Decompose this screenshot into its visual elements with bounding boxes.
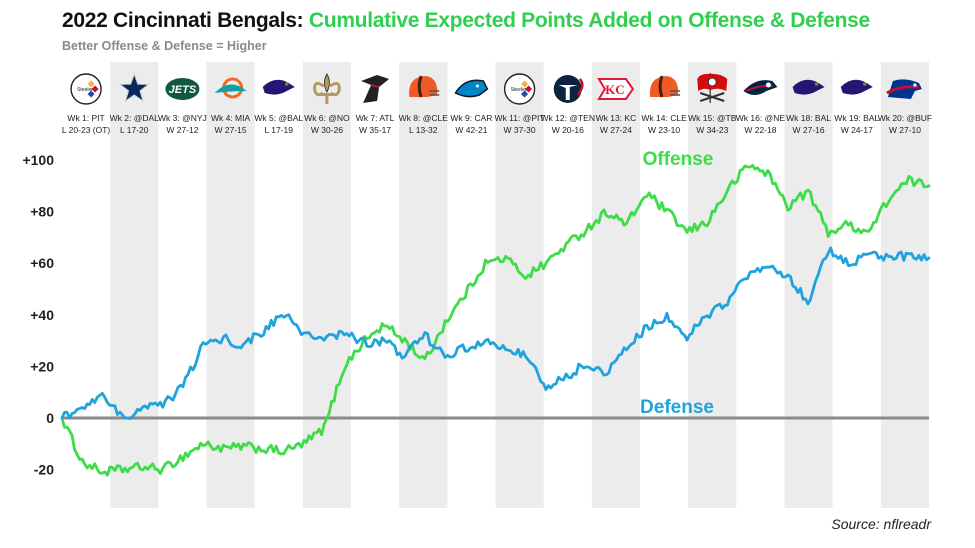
game-week-label: Wk 1: PIT	[67, 113, 104, 123]
browns-logo-icon	[649, 75, 681, 98]
y-tick-label: 0	[46, 410, 54, 426]
game-result-label: W 27-15	[215, 125, 247, 135]
titans-logo-icon	[553, 75, 584, 103]
chart-title: 2022 Cincinnati Bengals: Cumulative Expe…	[62, 9, 870, 33]
browns-logo-icon	[409, 75, 440, 98]
game-result-label: L 17-20	[120, 125, 149, 135]
game-result-label: W 23-10	[648, 125, 680, 135]
week-band	[399, 62, 448, 508]
game-result-label: W 42-21	[455, 125, 487, 135]
game-result-label: W 20-16	[552, 125, 584, 135]
team-logos: Steelers JETS Steelers KC	[70, 72, 922, 105]
game-week-label: Wk 4: MIA	[211, 113, 251, 123]
week-band	[688, 62, 737, 508]
dolphins-logo-icon	[214, 77, 247, 99]
ravens-logo-icon	[792, 79, 825, 95]
chart-subtitle: Better Offense & Defense = Higher	[62, 39, 267, 53]
week-band	[495, 62, 544, 508]
game-result-label: W 27-16	[793, 125, 825, 135]
defense-line	[60, 246, 931, 421]
game-result-label: W 27-10	[889, 125, 921, 135]
y-tick-label: +20	[30, 358, 54, 374]
game-result-label: W 27-24	[600, 125, 632, 135]
ravens-logo-icon	[262, 79, 295, 95]
game-week-label: Wk 18: BAL	[786, 113, 831, 123]
offense-label: Offense	[643, 149, 714, 170]
y-tick-label: -20	[34, 462, 54, 478]
game-week-label: Wk 3: @NYJ	[158, 113, 207, 123]
week-bands	[110, 62, 929, 508]
panthers-logo-icon	[454, 79, 489, 98]
buccaneers-logo-icon	[697, 73, 728, 103]
game-result-label: W 35-17	[359, 125, 391, 135]
offense-line	[60, 164, 931, 477]
title-main: 2022 Cincinnati Bengals:	[62, 9, 309, 32]
game-week-label: Wk 16: @NE	[736, 113, 786, 123]
game-week-label: Wk 11: @PIT	[495, 113, 545, 123]
week-band	[206, 62, 255, 508]
jets-logo-icon: JETS	[165, 78, 200, 100]
cowboys-logo-icon	[118, 72, 150, 103]
svg-text:JETS: JETS	[169, 84, 197, 96]
series-labels: Offense Defense	[640, 149, 714, 418]
title-accent: Cumulative Expected Points Added on Offe…	[308, 9, 870, 32]
game-labels: Wk 1: PIT L 20-23 (OT) Wk 2: @DAL L 17-20 Wk…	[62, 113, 932, 135]
game-week-label: Wk 19: BAL	[834, 113, 879, 123]
patriots-logo-icon	[743, 80, 778, 95]
source-note: Source: nflreadr	[831, 516, 931, 532]
game-result-label: W 27-12	[166, 125, 198, 135]
game-week-label: Wk 7: ATL	[356, 113, 395, 123]
svg-text:Steelers: Steelers	[77, 87, 96, 93]
y-tick-label: +100	[22, 152, 54, 168]
y-axis: -20 0 +20 +40 +60 +80 +100	[22, 152, 54, 478]
game-week-label: Wk 20: @BUF	[878, 113, 932, 123]
chiefs-logo-icon: KC	[597, 78, 635, 100]
ravens-logo-icon	[840, 79, 873, 95]
game-week-label: Wk 8: @CLE	[399, 113, 449, 123]
falcons-logo-icon	[361, 75, 390, 103]
game-week-label: Wk 14: CLE	[641, 113, 687, 123]
game-week-label: Wk 12: @TEN	[541, 113, 595, 123]
saints-logo-icon	[313, 73, 341, 104]
game-result-label: L 13-32	[409, 125, 438, 135]
bills-logo-icon	[886, 79, 922, 99]
game-result-label: W 24-17	[841, 125, 873, 135]
game-result-label: W 34-23	[696, 125, 728, 135]
y-tick-label: +40	[30, 307, 54, 323]
week-band	[302, 62, 351, 508]
game-week-label: Wk 5: @BAL	[254, 113, 303, 123]
svg-text:KC: KC	[605, 82, 625, 97]
game-week-label: Wk 9: CAR	[450, 113, 492, 123]
week-band	[591, 62, 640, 508]
game-week-label: Wk 13: KC	[596, 113, 637, 123]
defense-label: Defense	[640, 397, 714, 418]
game-week-label: Wk 2: @DAL	[110, 113, 160, 123]
game-result-label: W 37-30	[504, 125, 536, 135]
steelers-logo-icon: Steelers	[503, 73, 536, 105]
game-result-label: L 20-23 (OT)	[62, 125, 111, 135]
game-week-label: Wk 15: @TB	[688, 113, 737, 123]
steelers-logo-icon: Steelers	[70, 73, 102, 105]
game-week-label: Wk 6: @NO	[304, 113, 350, 123]
series-lines	[60, 164, 931, 477]
svg-text:Steelers: Steelers	[511, 87, 530, 93]
y-tick-label: +80	[30, 204, 54, 220]
game-result-label: W 22-18	[744, 125, 776, 135]
y-tick-label: +60	[30, 255, 54, 271]
game-result-label: W 30-26	[311, 125, 343, 135]
week-band	[880, 62, 929, 508]
game-result-label: L 17-19	[264, 125, 293, 135]
week-band	[110, 62, 159, 508]
